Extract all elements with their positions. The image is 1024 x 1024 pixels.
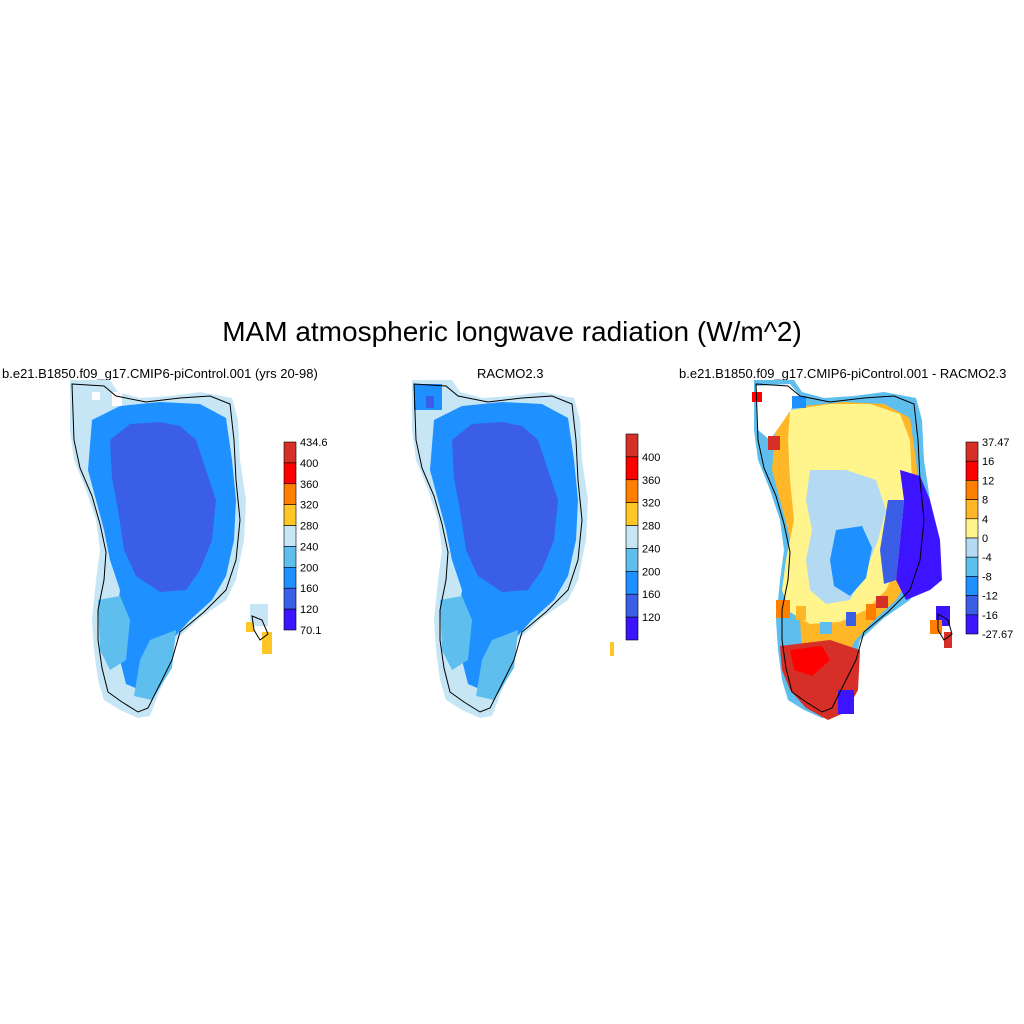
- colorbar-tick-label: -16: [982, 610, 998, 622]
- map-model-iceland: [246, 604, 272, 654]
- colorbar-swatch: [965, 614, 979, 635]
- colorbar-tick-label: 360: [642, 475, 660, 487]
- colorbar-swatch: [283, 462, 297, 485]
- colorbar-swatch: [283, 504, 297, 526]
- panel-title-racmo: RACMO2.3: [477, 366, 544, 381]
- colorbar-tick-label: 320: [642, 498, 660, 510]
- colorbar-swatch: [625, 571, 639, 595]
- colorbar-tick-label: 37.47: [982, 437, 1010, 449]
- panel-title-model: b.e21.B1850.f09_g17.CMIP6-piControl.001 …: [2, 366, 318, 381]
- colorbar-tick-label: 120: [642, 612, 660, 624]
- map-difference: [752, 380, 953, 720]
- colorbar-tick-label: 160: [300, 583, 318, 595]
- colorbar-swatch: [965, 460, 979, 481]
- colorbar-swatch: [965, 441, 979, 462]
- colorbar-swatch: [625, 433, 639, 458]
- colorbar-swatch: [283, 441, 297, 464]
- map-difference-iceland: [930, 606, 953, 648]
- colorbar-tick-label: 160: [642, 589, 660, 601]
- colorbar-difference: 37.47 16 12 8 4 0 -4 -8 -12 -16 -27.67: [965, 437, 1013, 641]
- colorbar-model: 434.6 400 360 320 280 240 200 160 120 70.1: [283, 437, 328, 637]
- colorbar-swatch: [965, 518, 979, 539]
- map-model: 434.6 400 360 320 280 240 200 160 120 70.1: [70, 380, 328, 718]
- colorbar-tick-label: 120: [300, 604, 318, 616]
- colorbar-swatch: [625, 593, 639, 618]
- colorbar-tick-label: -12: [982, 591, 998, 603]
- colorbar-tick-label: 4: [982, 514, 988, 526]
- colorbar-tick-label: 320: [300, 500, 318, 512]
- figure-title: MAM atmospheric longwave radiation (W/m^…: [222, 316, 802, 347]
- colorbar-tick-label: 240: [300, 541, 318, 553]
- colorbar-tick-label: 434.6: [300, 437, 328, 449]
- colorbar-swatch: [625, 456, 639, 481]
- colorbar-swatch: [625, 502, 639, 526]
- colorbar-swatch: [965, 576, 979, 596]
- colorbar-racmo: 400 360 320 280 240 200 160 120: [625, 433, 660, 641]
- colorbar-swatch: [625, 479, 639, 503]
- colorbar-swatch: [283, 567, 297, 589]
- colorbar-tick-label: 12: [982, 475, 994, 487]
- colorbar-swatch: [283, 525, 297, 547]
- colorbar-tick-label: -4: [982, 552, 992, 564]
- map-racmo-field: [412, 380, 588, 718]
- colorbar-swatch: [283, 483, 297, 505]
- colorbar-swatch: [965, 480, 979, 500]
- map-racmo-iceland: [610, 642, 614, 656]
- colorbar-tick-label: 8: [982, 495, 988, 507]
- colorbar-tick-label: -27.67: [982, 629, 1013, 641]
- colorbar-tick-label: 280: [300, 521, 318, 533]
- colorbar-tick-label: 16: [982, 456, 994, 468]
- colorbar-tick-label: 200: [642, 566, 660, 578]
- colorbar-swatch: [965, 499, 979, 520]
- colorbar-tick-label: 200: [300, 562, 318, 574]
- colorbar-swatch: [625, 616, 639, 641]
- colorbar-swatch: [283, 546, 297, 568]
- colorbar-swatch: [965, 595, 979, 616]
- map-racmo: [412, 380, 614, 718]
- colorbar-swatch: [965, 556, 979, 577]
- colorbar-tick-label: -8: [982, 571, 992, 583]
- colorbar-tick-label: 280: [642, 521, 660, 533]
- colorbar-swatch: [283, 608, 297, 631]
- colorbar-tick-label: 400: [300, 458, 318, 470]
- colorbar-swatch: [283, 587, 297, 610]
- colorbar-tick-label: 360: [300, 479, 318, 491]
- colorbar-tick-label: 70.1: [300, 625, 321, 637]
- colorbar-tick-label: 400: [642, 452, 660, 464]
- colorbar-swatch: [625, 548, 639, 572]
- colorbar-tick-label: 0: [982, 533, 988, 545]
- map-model-field: [70, 380, 246, 718]
- panel-title-difference: b.e21.B1850.f09_g17.CMIP6-piControl.001 …: [679, 366, 1007, 381]
- colorbar-swatch: [965, 537, 979, 558]
- map-difference-field: [752, 380, 942, 720]
- colorbar-tick-label: 240: [642, 543, 660, 555]
- colorbar-swatch: [625, 525, 639, 549]
